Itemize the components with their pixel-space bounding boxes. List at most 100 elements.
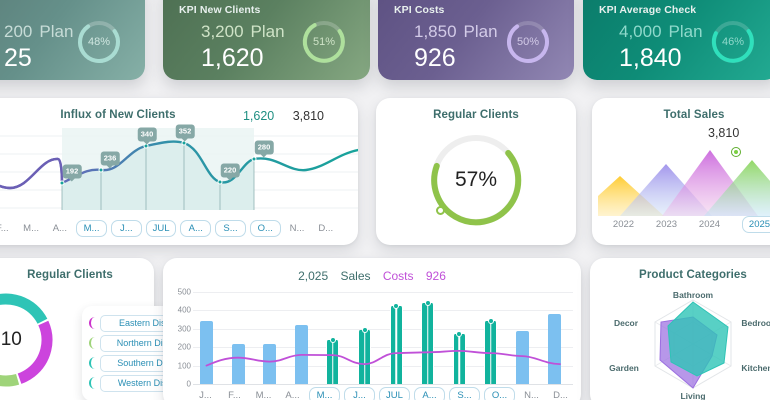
donut-center-value: 810 (0, 329, 22, 350)
kpi-card-new-clients[interactable]: KPI New Clients 3,200 Plan 1,620 51% (163, 0, 370, 80)
xtick[interactable]: 2024 (698, 219, 721, 230)
xtick[interactable]: D... (553, 389, 568, 400)
kpi-plan-label: Plan (250, 22, 285, 41)
xtick-active[interactable]: A... (180, 219, 212, 237)
bar-feb[interactable] (231, 343, 245, 384)
xtick-active[interactable]: M... (76, 219, 107, 237)
kpi-card-costs[interactable]: KPI Costs 1,850 Plan 926 50% (378, 0, 574, 80)
radar-axis-label-garden: Garden (609, 363, 639, 373)
xtick[interactable]: 2022 (612, 219, 635, 230)
xtick[interactable]: F... (228, 389, 241, 400)
regular-clients-donut: 57% (426, 130, 526, 230)
bar-chart-x-axis: J... F... M... A... M... J... JUL A... S… (191, 386, 575, 400)
kpi-value: 1,840 (619, 44, 682, 72)
kpi-value: 1,620 (201, 44, 264, 72)
ring-svg (78, 21, 120, 63)
influx-value-b: 3,810 (292, 109, 324, 123)
xtick[interactable]: M... (23, 222, 40, 234)
influx-point (143, 143, 149, 149)
xtick-active[interactable]: O... (484, 386, 515, 400)
kpi-title: KPI New Clients (179, 4, 261, 16)
card-title: Product Categories (639, 269, 747, 281)
legend-swatch-arc-icon (89, 357, 96, 370)
donut-center-value: 57% (454, 168, 498, 191)
kpi-plan: 3,200 Plan (201, 22, 285, 42)
bar-aug[interactable] (421, 303, 435, 384)
ring-svg (302, 21, 345, 63)
xtick[interactable]: 2023 (655, 219, 678, 230)
bar-mar[interactable] (263, 344, 277, 384)
xtick-active[interactable]: S... (215, 219, 246, 237)
influx-point (251, 156, 257, 162)
kpi-plan: 4,000 Plan (619, 22, 703, 42)
bar-jun[interactable] (358, 330, 371, 384)
kpi-plan-label: Plan (39, 22, 74, 41)
xtick-active[interactable]: JUL (379, 386, 410, 400)
xtick[interactable]: D... (318, 222, 334, 234)
districts-donut: 810 (0, 288, 58, 392)
ytick: 400 (177, 305, 191, 315)
donut-svg (0, 293, 53, 387)
sales-value: 2,025 (298, 269, 329, 283)
kpi-progress-ring: 51% (300, 18, 348, 66)
xtick[interactable]: J... (199, 389, 212, 400)
sales-label: Sales (340, 269, 371, 283)
influx-point-label: 280 (254, 140, 274, 154)
xtick[interactable]: F... (0, 222, 9, 234)
kpi-progress-ring: 46% (709, 18, 757, 66)
xtick[interactable]: A... (52, 222, 67, 234)
xtick[interactable]: M... (255, 389, 272, 400)
xtick-active[interactable]: A... (414, 386, 445, 400)
kpi-plan-value: 200 (4, 22, 33, 41)
radar-plot (654, 299, 732, 389)
ring-svg (507, 21, 549, 63)
bar-dot-jul (393, 302, 400, 309)
xtick-active[interactable]: M... (309, 386, 340, 400)
ytick: 300 (177, 324, 191, 334)
bar-dot-oct (487, 317, 494, 324)
influx-point-label: 352 (175, 124, 195, 138)
xtick-active[interactable]: O... (249, 219, 281, 237)
ytick: 0 (186, 379, 191, 389)
kpi-percent: 46% (721, 36, 745, 48)
bar-jul[interactable] (389, 305, 403, 384)
radar-axis-label-living: Living (680, 391, 706, 400)
kpi-value: 926 (414, 44, 456, 72)
xtick-active[interactable]: 2025 (741, 216, 770, 233)
influx-point-label: 340 (137, 127, 157, 141)
kpi-card-average-check[interactable]: KPI Average Check 4,000 Plan 1,840 46% (583, 0, 770, 80)
kpi-progress-ring: 50% (504, 18, 552, 66)
kpi-value: 25 (4, 44, 32, 72)
bar-dot-aug (424, 300, 431, 306)
card-product-categories: Product Categories Bathroom Bedroom Kitc… (590, 258, 770, 400)
card-title: Regular Clients (27, 269, 113, 281)
bar-may[interactable] (326, 340, 340, 384)
xtick-active[interactable]: J... (344, 386, 375, 400)
bar-sep[interactable] (452, 334, 466, 384)
xtick[interactable]: N... (524, 389, 539, 400)
xtick[interactable]: A... (285, 389, 300, 400)
bar-nov[interactable] (516, 331, 529, 384)
bar-dot-may (329, 337, 336, 344)
xtick[interactable]: N... (289, 222, 305, 234)
gridline (193, 347, 573, 349)
card-influx-of-new-clients: Influx of New Clients 1,620 3,810 (0, 98, 358, 245)
xtick-active[interactable]: JUL (145, 219, 177, 237)
card-title: Total Sales (663, 109, 725, 121)
costs-value: 926 (425, 269, 446, 283)
influx-point-label: 236 (100, 151, 120, 165)
bar-dot-sep (456, 331, 463, 337)
kpi-progress-ring: 48% (75, 18, 123, 66)
influx-line-plot (0, 128, 358, 210)
ytick: 100 (177, 361, 191, 371)
xtick-active[interactable]: S... (449, 386, 480, 400)
xtick-active[interactable]: J... (110, 219, 142, 237)
influx-point (98, 167, 104, 173)
bar-jan[interactable] (200, 320, 213, 384)
ytick: 500 (177, 287, 191, 297)
bar-dec[interactable] (547, 314, 561, 384)
influx-point (181, 140, 187, 146)
donut-handle[interactable] (436, 206, 445, 215)
